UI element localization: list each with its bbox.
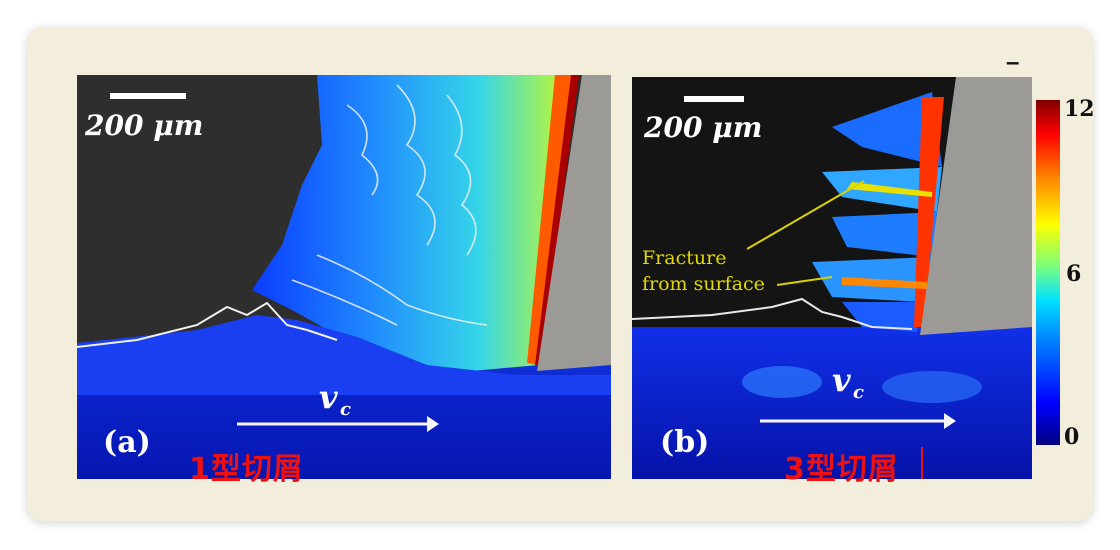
colorbar-min-label: 0 (1064, 424, 1080, 450)
chip-type-label-a: 1型切屑 (189, 452, 304, 487)
velocity-label-b: v (832, 361, 851, 399)
scale-label-a: 200 μm (84, 109, 203, 142)
annotation-line-2: from surface (642, 273, 765, 295)
annotation-line-1: Fracture (642, 247, 726, 269)
velocity-label-a: v (319, 378, 338, 416)
text-cursor (921, 447, 923, 479)
panel-a-image: 200 μm v c (a) (77, 75, 611, 479)
scale-label-b: 200 μm (643, 111, 762, 144)
colorbar-gradient (1036, 100, 1060, 445)
chip-type-label-b: 3型切屑 (784, 452, 899, 487)
colorbar-max-label: 12 (1064, 96, 1095, 122)
velocity-subscript-a: c (340, 399, 351, 420)
panel-label-b: (b) (660, 425, 709, 460)
colorbar-mid-label: 6 (1066, 261, 1082, 287)
panel-a-figure: 200 μm v c (a) (77, 75, 611, 479)
velocity-subscript-b: c (853, 382, 864, 403)
panel-label-a: (a) (103, 425, 151, 460)
panel-b-figure: Fracture from surface 200 μm v c (b) (632, 77, 1032, 479)
colorbar (1036, 100, 1060, 445)
minimize-mark: – (1006, 49, 1020, 76)
panel-b-image: Fracture from surface 200 μm v c (b) (632, 77, 1032, 479)
